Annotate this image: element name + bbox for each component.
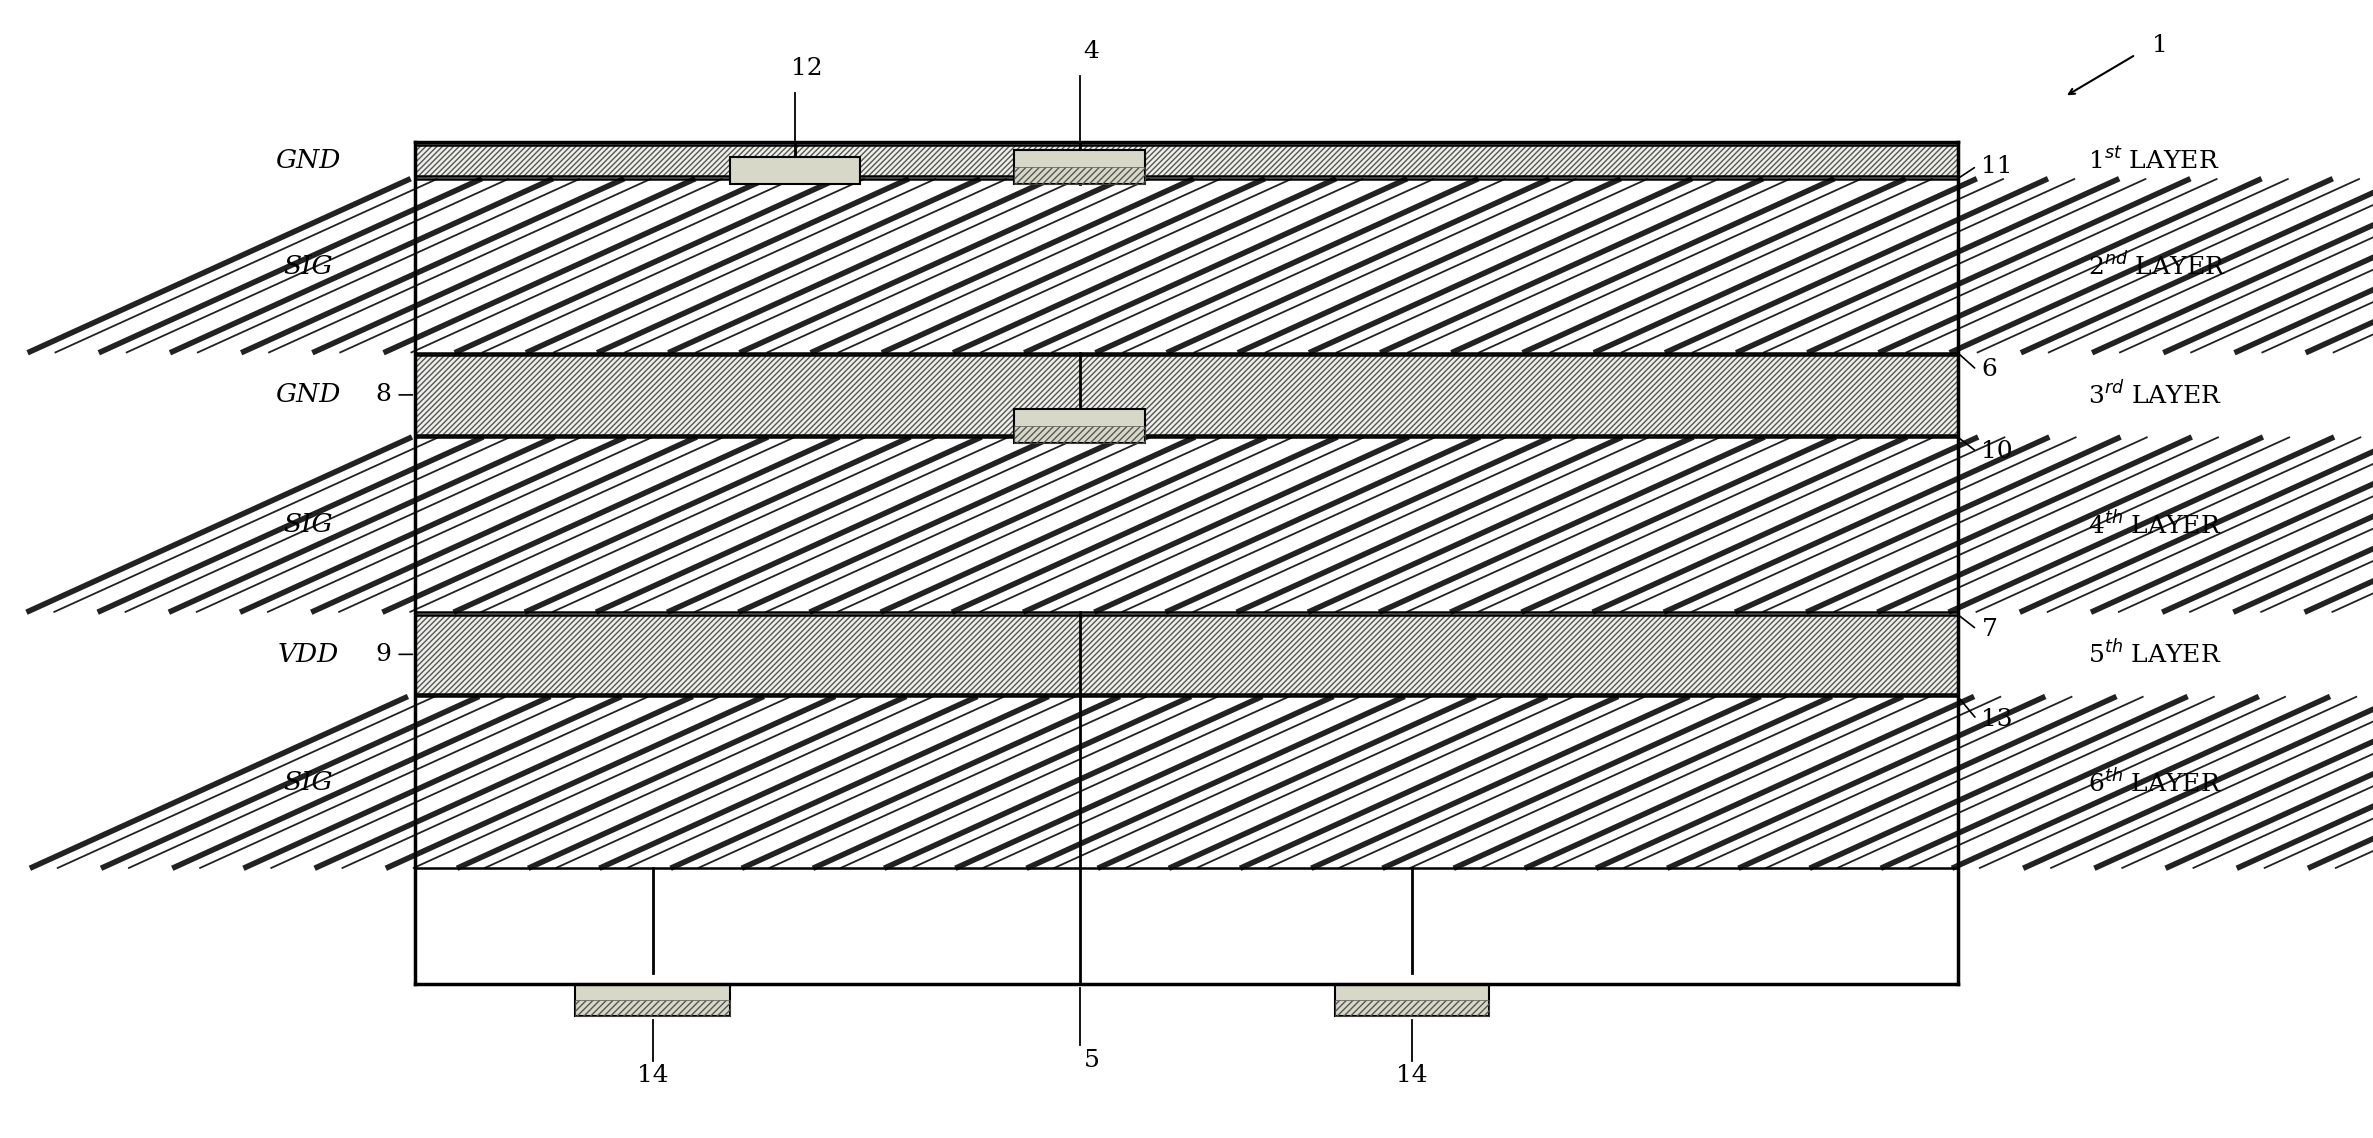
Bar bbox=[415, 145, 1958, 176]
Text: 1$^{st}$ LAYER: 1$^{st}$ LAYER bbox=[2088, 147, 2219, 174]
Bar bbox=[1016, 167, 1144, 184]
Text: 4$^{th}$ LAYER: 4$^{th}$ LAYER bbox=[2088, 510, 2221, 539]
Text: 6: 6 bbox=[1981, 358, 1998, 381]
Text: 1: 1 bbox=[2152, 34, 2167, 57]
Bar bbox=[1334, 1000, 1490, 1016]
Text: 8: 8 bbox=[375, 384, 392, 406]
Bar bbox=[577, 1000, 731, 1016]
Text: 14: 14 bbox=[636, 1064, 669, 1087]
Text: 9: 9 bbox=[375, 643, 392, 666]
Text: SIG: SIG bbox=[285, 254, 332, 279]
Bar bbox=[415, 696, 1958, 868]
Text: GND: GND bbox=[275, 382, 342, 407]
Text: 13: 13 bbox=[1981, 708, 2012, 731]
Text: 6$^{th}$ LAYER: 6$^{th}$ LAYER bbox=[2088, 768, 2221, 798]
Text: VDD: VDD bbox=[278, 642, 339, 667]
Text: 14: 14 bbox=[1395, 1064, 1429, 1087]
Bar bbox=[415, 437, 1958, 612]
Bar bbox=[1016, 426, 1144, 443]
Bar bbox=[415, 437, 1958, 612]
Bar bbox=[577, 984, 731, 1016]
Bar bbox=[415, 179, 1958, 353]
Text: GND: GND bbox=[275, 148, 342, 173]
Bar bbox=[415, 355, 1958, 435]
Bar bbox=[415, 179, 1958, 353]
Bar bbox=[1016, 409, 1144, 443]
Text: 4: 4 bbox=[1084, 40, 1099, 63]
Bar bbox=[415, 355, 1958, 435]
Text: 5: 5 bbox=[1084, 1049, 1099, 1072]
Text: 12: 12 bbox=[790, 57, 823, 80]
Bar bbox=[1334, 984, 1490, 1016]
Bar bbox=[415, 145, 1958, 176]
Text: 11: 11 bbox=[1981, 155, 2012, 178]
Text: 3$^{rd}$ LAYER: 3$^{rd}$ LAYER bbox=[2088, 380, 2221, 410]
Bar bbox=[415, 615, 1958, 694]
Text: 7: 7 bbox=[1981, 618, 1998, 641]
Text: SIG: SIG bbox=[285, 512, 332, 537]
Text: 2$^{nd}$ LAYER: 2$^{nd}$ LAYER bbox=[2088, 251, 2226, 281]
Bar bbox=[415, 615, 1958, 694]
Bar bbox=[1016, 150, 1144, 184]
Text: 10: 10 bbox=[1981, 440, 2012, 463]
Text: SIG: SIG bbox=[285, 770, 332, 795]
Text: 5$^{th}$ LAYER: 5$^{th}$ LAYER bbox=[2088, 640, 2221, 669]
Bar bbox=[731, 157, 859, 184]
Bar bbox=[415, 696, 1958, 868]
